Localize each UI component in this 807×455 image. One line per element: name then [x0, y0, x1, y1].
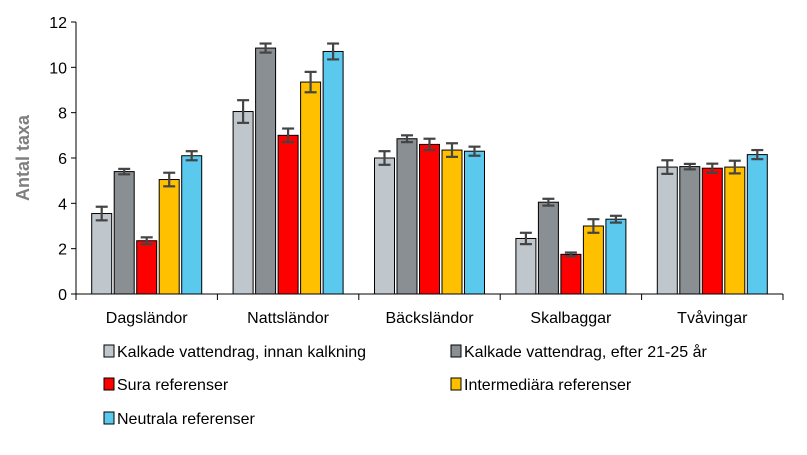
y-tick-label: 0 [58, 287, 67, 304]
legend-swatch [103, 411, 115, 425]
legend-swatch [450, 344, 462, 358]
bar [277, 134, 299, 295]
legend-item: Intermediära referenser [450, 377, 632, 394]
bar [255, 47, 277, 295]
y-tick-label: 8 [58, 106, 67, 123]
bar [181, 155, 203, 295]
y-axis: 0 2 4 6 8 10 12 [49, 15, 77, 304]
x-axis: Dagsländor Nattsländor Bäcksländor Skalbagg… [75, 293, 784, 327]
bar [419, 143, 440, 295]
x-category-label: Bäcksländor [385, 310, 474, 327]
bar [300, 81, 322, 295]
bar [724, 166, 746, 295]
y-tick-label: 4 [58, 196, 67, 213]
bar [701, 167, 723, 295]
legend-label: Kalkade vattendrag, efter 21-25 år [464, 343, 707, 361]
legend-item: Kalkade vattendrag, innan kalkning [103, 344, 366, 361]
y-tick-label: 6 [58, 151, 67, 168]
y-axis-label: Antal taxa [13, 114, 33, 201]
bar [91, 213, 113, 295]
legend-swatch [103, 344, 115, 358]
legend-label: Neutrala referenser [117, 411, 256, 428]
x-category-label: Nattsländor [247, 310, 329, 327]
bar [605, 218, 627, 295]
bar [464, 150, 485, 295]
bar [679, 166, 701, 295]
x-category-label: Skalbaggar [530, 310, 612, 327]
bar [374, 157, 395, 295]
bar [537, 201, 559, 295]
y-tick-label: 10 [49, 60, 67, 77]
bar [396, 138, 418, 295]
legend-item: Kalkade vattendrag, efter 21-25 år [450, 343, 707, 361]
bar [136, 240, 158, 295]
bar [582, 225, 604, 295]
bar [560, 253, 582, 295]
legend-label: Sura referenser [117, 377, 229, 394]
bar [441, 149, 463, 295]
bar [232, 111, 254, 295]
x-category-label: Dagsländor [106, 310, 189, 327]
legend-label: Kalkade vattendrag, innan kalkning [117, 344, 366, 361]
legend-label: Intermediära referenser [464, 377, 632, 394]
y-tick-label: 12 [49, 15, 67, 32]
legend-swatch [450, 377, 462, 391]
legend: Kalkade vattendrag, innan kalkning Kalkad… [103, 343, 707, 428]
bars [91, 42, 768, 295]
bar [113, 171, 135, 295]
bar [322, 50, 344, 295]
bar [746, 154, 768, 295]
legend-item: Neutrala referenser [103, 411, 256, 428]
bar [515, 237, 537, 295]
bar [656, 166, 678, 295]
x-category-label: Tvåvingar [677, 309, 748, 327]
legend-swatch [103, 377, 115, 391]
legend-item: Sura referenser [103, 377, 229, 394]
y-tick-label: 2 [58, 242, 67, 259]
bar [158, 179, 180, 295]
